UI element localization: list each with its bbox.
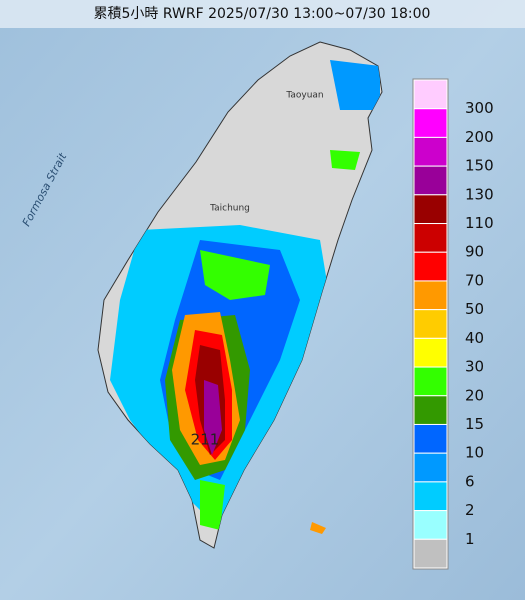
legend-swatch bbox=[413, 136, 448, 167]
city-label: Taichung bbox=[209, 204, 250, 214]
city-label: Taoyuan bbox=[285, 91, 323, 101]
legend-label: 2 bbox=[465, 501, 475, 519]
legend-swatch bbox=[413, 251, 448, 282]
legend-swatch bbox=[413, 223, 448, 253]
legend-label: 20 bbox=[465, 386, 484, 404]
legend-label: 15 bbox=[465, 415, 484, 433]
legend-swatch bbox=[413, 366, 448, 397]
island-rain bbox=[310, 522, 326, 534]
legend-swatch bbox=[413, 108, 448, 138]
title-band bbox=[0, 0, 525, 28]
legend-label: 1 bbox=[465, 530, 475, 548]
legend-label: 300 bbox=[465, 99, 494, 117]
legend: 300 200 150 130 110 90 70 50 40 30 20 15 10 6 2 1 bbox=[412, 78, 494, 570]
legend-swatch bbox=[413, 538, 448, 569]
legend-swatch bbox=[413, 395, 448, 425]
legend-swatch bbox=[413, 165, 448, 196]
legend-label: 150 bbox=[465, 157, 494, 175]
legend-label: 6 bbox=[465, 472, 475, 490]
legend-label: 110 bbox=[465, 214, 494, 232]
legend-swatch bbox=[413, 423, 448, 454]
legend-swatch bbox=[413, 194, 448, 225]
legend-label: 70 bbox=[465, 271, 484, 289]
rain-field bbox=[110, 60, 380, 530]
legend-label: 40 bbox=[465, 329, 484, 347]
rain-area bbox=[200, 480, 225, 530]
title: 累積5小時 RWRF 2025/07/30 13:00~07/30 18:00 bbox=[94, 6, 431, 22]
rain-area bbox=[204, 380, 222, 455]
rain-area bbox=[200, 250, 270, 300]
legend-swatch bbox=[413, 481, 448, 512]
legend-swatch bbox=[413, 280, 448, 311]
rain-area bbox=[330, 60, 380, 110]
legend-label: 10 bbox=[465, 444, 484, 462]
legend-swatch bbox=[413, 309, 448, 339]
legend-label: 130 bbox=[465, 185, 494, 203]
legend-label: 200 bbox=[465, 128, 494, 146]
rain-area bbox=[330, 150, 360, 170]
legend-swatch bbox=[413, 337, 448, 368]
legend-label: 90 bbox=[465, 243, 484, 261]
legend-swatch bbox=[413, 510, 448, 540]
legend-swatch bbox=[413, 79, 448, 110]
legend-label: 50 bbox=[465, 300, 484, 318]
max-value-label: 211 bbox=[191, 431, 220, 449]
legend-label: 30 bbox=[465, 358, 484, 376]
legend-swatch bbox=[413, 452, 448, 483]
